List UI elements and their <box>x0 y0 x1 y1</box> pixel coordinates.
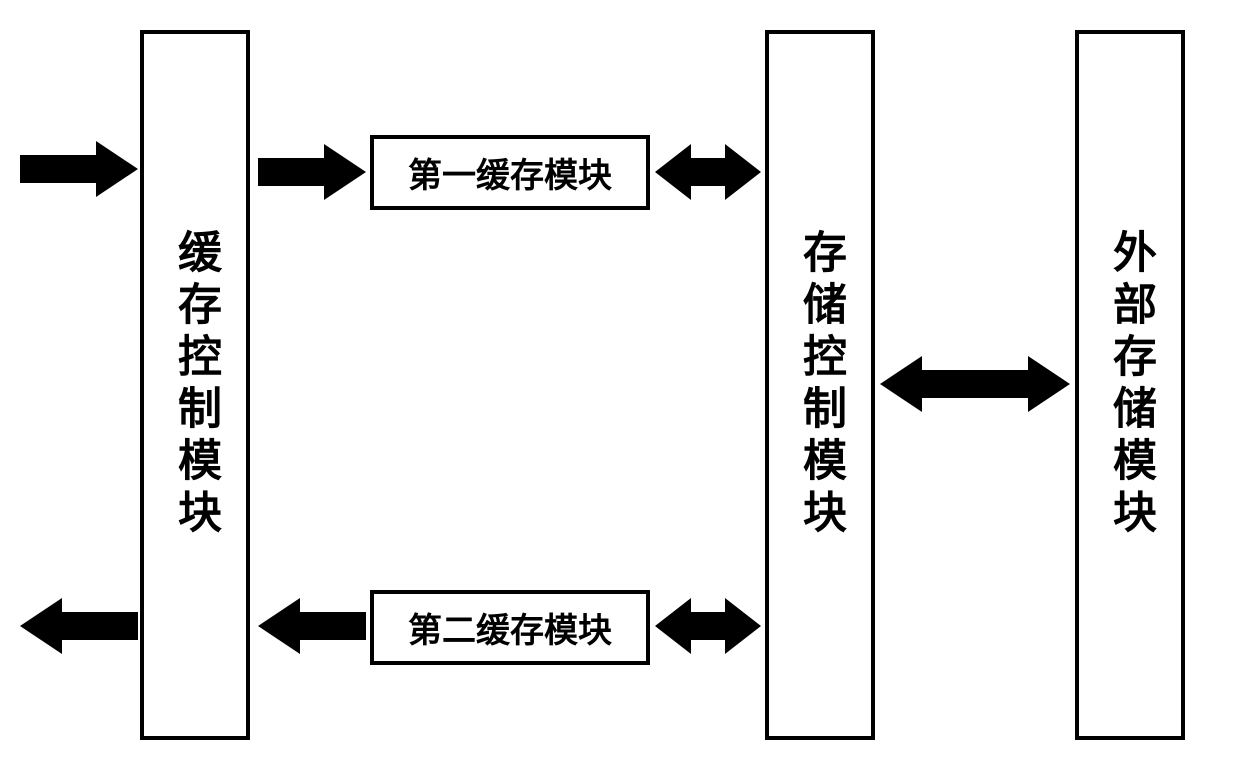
arrow-cache-to-first <box>258 144 366 200</box>
arrow-cache-to-output <box>20 598 138 654</box>
storage-control-label: 存储控制模块 <box>788 229 852 541</box>
cache-control-label: 缓存控制模块 <box>163 229 227 541</box>
arrow-second-to-storage <box>655 598 761 654</box>
arrow-second-to-cache <box>258 598 366 654</box>
first-cache-module: 第一缓存模块 <box>370 135 650 210</box>
external-storage-module: 外部存储模块 <box>1075 30 1185 740</box>
external-storage-label: 外部存储模块 <box>1098 229 1162 541</box>
arrow-first-to-storage <box>655 144 761 200</box>
arrow-input-to-cache <box>20 141 138 197</box>
first-cache-label: 第一缓存模块 <box>408 148 612 197</box>
second-cache-label: 第二缓存模块 <box>408 603 612 652</box>
block-diagram: 缓存控制模块 第一缓存模块 第二缓存模块 存储控制模块 外部存储模块 <box>0 0 1239 770</box>
storage-control-module: 存储控制模块 <box>765 30 875 740</box>
cache-control-module: 缓存控制模块 <box>140 30 250 740</box>
arrow-storage-to-external <box>880 356 1070 412</box>
second-cache-module: 第二缓存模块 <box>370 590 650 665</box>
